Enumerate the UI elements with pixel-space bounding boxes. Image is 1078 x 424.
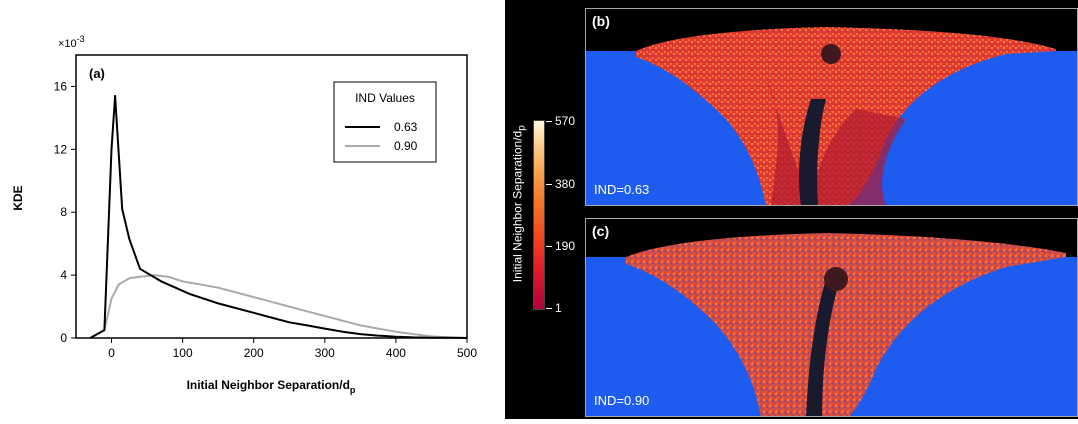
simulation-image-b bbox=[586, 27, 1077, 205]
crater-b bbox=[636, 27, 1056, 205]
series-group bbox=[89, 94, 468, 339]
y-ticks: 0 4 8 12 16 bbox=[54, 79, 76, 345]
colorbar-tick-570 bbox=[546, 121, 552, 122]
simulation-panel-c: (c) IND=0.90 bbox=[585, 218, 1078, 417]
x-tick-label: 400 bbox=[386, 346, 406, 360]
colorbar-title-sub: p bbox=[516, 125, 528, 131]
y-multiplier: ×10-3 bbox=[58, 34, 85, 50]
simulation-image-c bbox=[586, 233, 1077, 416]
series-line-063 bbox=[89, 94, 468, 339]
x-tick-label: 500 bbox=[457, 346, 477, 360]
colorbar-label-190: 190 bbox=[555, 239, 576, 253]
y-multiplier-exp: -3 bbox=[77, 34, 85, 44]
panel-label-c: (c) bbox=[592, 223, 610, 239]
y-tick-label: 16 bbox=[54, 79, 68, 93]
y-axis-label: KDE bbox=[11, 185, 25, 210]
x-axis-label: Initial Neighbor Separation/dp bbox=[187, 378, 356, 395]
jet-c-head bbox=[824, 267, 848, 291]
y-multiplier-base: ×10 bbox=[58, 38, 77, 50]
legend-box bbox=[333, 81, 437, 163]
x-ticks: 0 100 200 300 400 500 bbox=[108, 338, 477, 360]
jet-b bbox=[799, 99, 826, 205]
legend-label-063: 0.63 bbox=[394, 120, 418, 134]
panel-label-b: (b) bbox=[592, 13, 610, 29]
colorbar-tick-1 bbox=[546, 308, 552, 309]
ind-label-c: IND=0.90 bbox=[594, 393, 650, 408]
series-line-090 bbox=[89, 274, 468, 339]
colorbar-tick-380 bbox=[546, 184, 552, 185]
colorbar-title: Initial Neighbor Separation/dp bbox=[510, 104, 527, 304]
x-axis-label-sub: p bbox=[350, 385, 356, 395]
colorbar-label-1: 1 bbox=[555, 301, 562, 315]
simulation-panels: 570 380 190 1 Initial Neighbor Separatio… bbox=[505, 0, 1078, 419]
jet-b-head bbox=[821, 44, 841, 64]
kde-chart-svg: 0 4 8 12 16 0 100 200 300 400 500 (a) ×10-3 KDE I… bbox=[11, 34, 477, 395]
x-tick-label: 200 bbox=[244, 346, 264, 360]
colorbar-title-main: Initial Neighbor Separation/d bbox=[510, 130, 525, 283]
legend-label-090: 0.90 bbox=[394, 139, 418, 153]
x-tick-label: 300 bbox=[315, 346, 335, 360]
colorbar-tick-190 bbox=[546, 246, 552, 247]
legend-title: IND Values bbox=[355, 91, 415, 105]
panel-label-a: (a) bbox=[89, 66, 105, 81]
crater-b-dark-wedge bbox=[766, 79, 906, 205]
y-tick-label: 8 bbox=[60, 205, 67, 219]
crater-c bbox=[626, 233, 1066, 416]
x-axis-label-main: Initial Neighbor Separation/d bbox=[187, 378, 350, 392]
ind-label-b: IND=0.63 bbox=[594, 182, 650, 197]
plot-border bbox=[75, 54, 468, 339]
colorbar-label-380: 380 bbox=[555, 177, 576, 191]
legend: IND Values 0.63 0.90 bbox=[333, 81, 437, 163]
plot-frame bbox=[75, 54, 468, 339]
y-tick-label: 12 bbox=[54, 142, 68, 156]
x-tick-label: 100 bbox=[173, 346, 193, 360]
y-tick-label: 4 bbox=[60, 268, 67, 282]
colorbar bbox=[533, 120, 545, 310]
colorbar-label-570: 570 bbox=[555, 114, 576, 128]
x-tick-label: 0 bbox=[108, 346, 115, 360]
jet-c bbox=[806, 279, 840, 416]
simulation-panel-b: (b) IND=0.63 bbox=[585, 8, 1078, 206]
y-tick-label: 0 bbox=[60, 331, 67, 345]
kde-chart: 0 4 8 12 16 0 100 200 300 400 500 (a) ×10-3 KDE I… bbox=[0, 0, 490, 419]
